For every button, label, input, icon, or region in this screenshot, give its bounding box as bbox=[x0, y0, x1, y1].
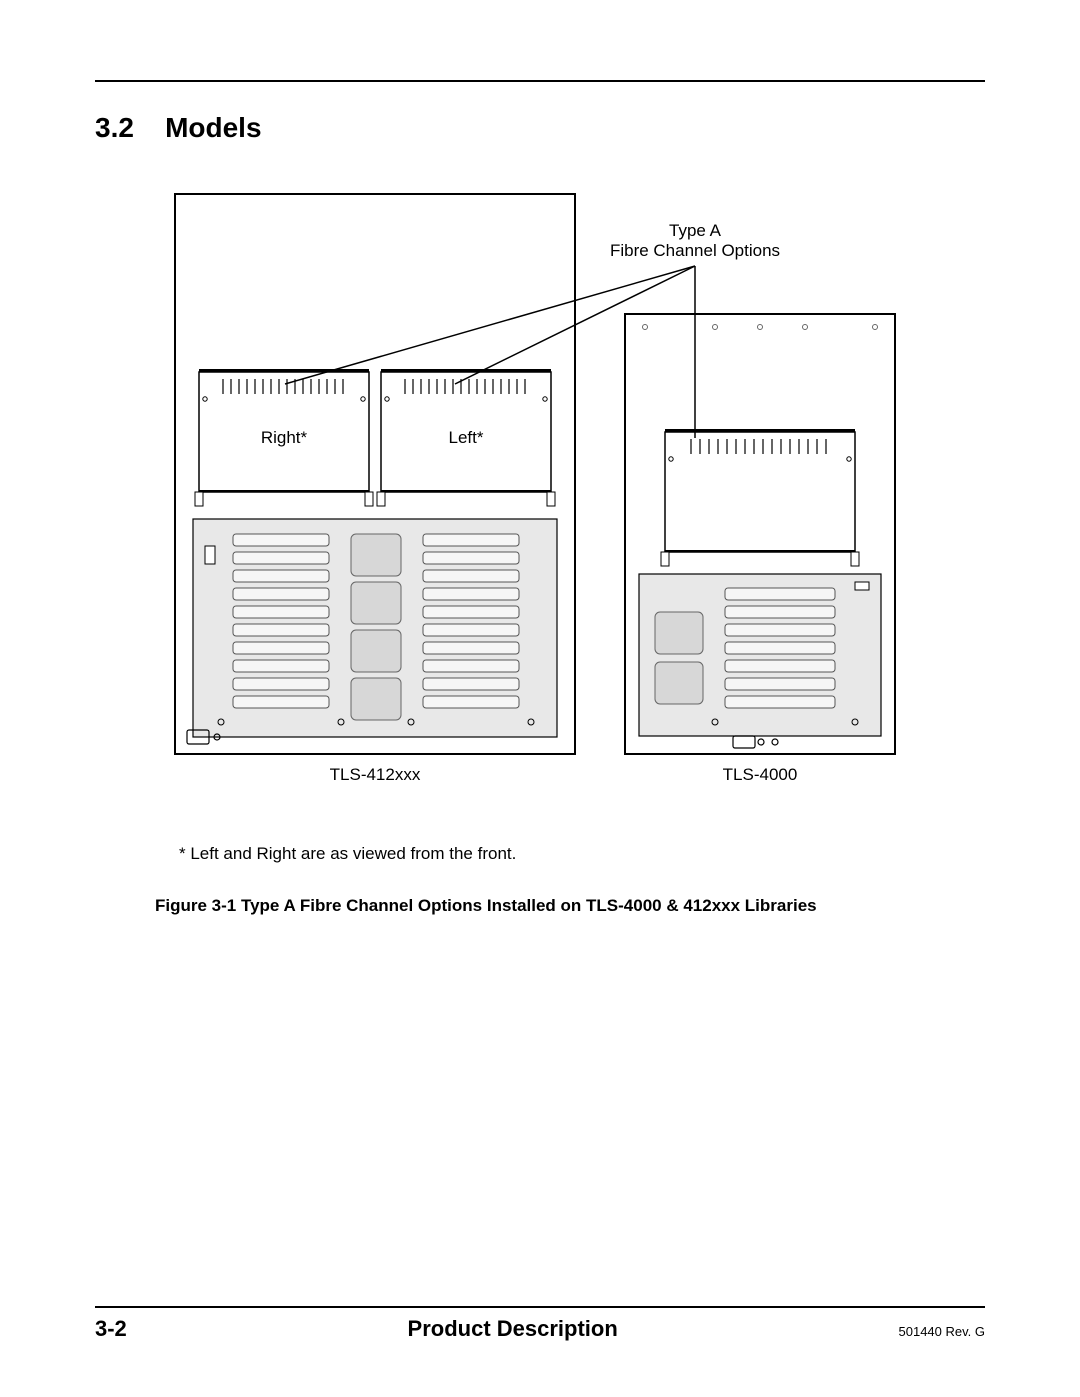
module-label-left: Left* bbox=[449, 428, 484, 447]
model-label-4000: TLS-4000 bbox=[723, 765, 798, 784]
section-heading: 3.2 Models bbox=[95, 112, 985, 144]
chassis-tls-4000 bbox=[625, 314, 895, 754]
footer-revision: 501440 Rev. G bbox=[899, 1324, 985, 1339]
figure-caption: Figure 3-1 Type A Fibre Channel Options … bbox=[155, 896, 915, 916]
section-number: 3.2 bbox=[95, 112, 134, 143]
footer-title: Product Description bbox=[408, 1316, 618, 1342]
chassis-tls-412xxx: Right* bbox=[175, 194, 575, 754]
connector-panel-big bbox=[193, 519, 557, 737]
connector-panel-small bbox=[639, 574, 881, 736]
page-footer: 3-2 Product Description 501440 Rev. G bbox=[95, 1306, 985, 1342]
figure: Right* bbox=[155, 174, 915, 916]
module-label-right: Right* bbox=[261, 428, 308, 447]
fc-module-small bbox=[661, 429, 859, 566]
fc-module-left: Left* bbox=[377, 369, 555, 506]
fc-module-right: Right* bbox=[195, 369, 373, 506]
footer-page-number: 3-2 bbox=[95, 1316, 127, 1342]
footnote: * Left and Right are as viewed from the … bbox=[179, 844, 915, 864]
callout-line1: Type A bbox=[669, 221, 722, 240]
callout-line2: Fibre Channel Options bbox=[610, 241, 780, 260]
top-rule bbox=[95, 80, 985, 82]
section-title: Models bbox=[165, 112, 261, 143]
diagram: Right* bbox=[155, 174, 915, 824]
model-label-412xxx: TLS-412xxx bbox=[330, 765, 421, 784]
